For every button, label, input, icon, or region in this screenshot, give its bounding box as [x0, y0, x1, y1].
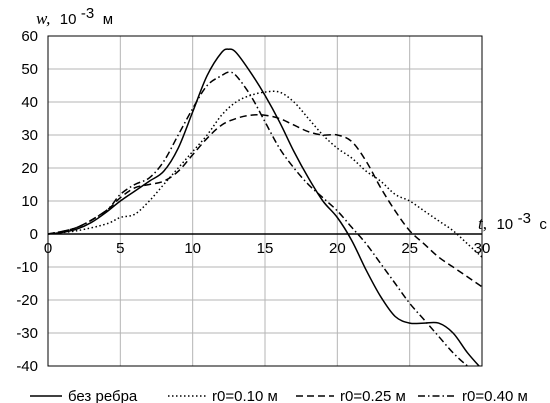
y-axis-unit-suffix: м	[103, 11, 113, 28]
x-tick-label: 25	[401, 240, 418, 257]
y-tick-label: -20	[16, 292, 38, 309]
y-tick-label: 60	[21, 28, 38, 45]
y-axis-unit-base: 10	[60, 11, 77, 28]
x-tick-label: 0	[44, 240, 52, 257]
y-axis-variable: w,	[36, 9, 50, 28]
x-tick-labels: 0 5 10 15 20 25 30	[44, 240, 491, 257]
x-axis-title: t, 10 -3 с	[478, 210, 547, 233]
y-tick-label: 30	[21, 127, 38, 144]
x-tick-label: 30	[474, 240, 491, 257]
y-tick-label: -30	[16, 325, 38, 342]
plot-frame	[47, 35, 483, 367]
x-axis-variable: t,	[478, 214, 487, 233]
x-axis-unit-suffix: с	[539, 216, 547, 233]
legend-label-1: без ребра	[68, 388, 138, 403]
x-tick-label: 20	[329, 240, 346, 257]
legend-label-4: r0=0.40 м	[462, 388, 528, 403]
y-tick-label: 20	[21, 160, 38, 177]
y-tick-label: -40	[16, 358, 38, 375]
x-tick-label: 15	[257, 240, 274, 257]
y-tick-label: 0	[30, 226, 38, 243]
series-layer	[48, 48, 482, 366]
series-line-dashdot	[48, 71, 469, 366]
y-axis-unit-exp: -3	[81, 5, 94, 22]
y-tick-labels: -40 -30 -20 -10 0 10 20 30 40 50 60	[16, 28, 38, 375]
legend-label-3: r0=0.25 м	[340, 388, 406, 403]
legend-label-2: r0=0.10 м	[212, 388, 278, 403]
y-tick-label: 10	[21, 193, 38, 210]
series-line-solid	[48, 48, 481, 366]
legend: без ребра r0=0.10 м r0=0.25 м r0=0.40 м	[30, 388, 528, 403]
x-axis-unit-base: 10	[496, 216, 513, 233]
x-tick-label: 5	[116, 240, 124, 257]
y-tick-label: -10	[16, 259, 38, 276]
y-axis-title: w, 10 -3 м	[36, 5, 113, 28]
x-tick-label: 10	[184, 240, 201, 257]
grid-lines	[47, 35, 483, 367]
y-tick-label: 40	[21, 94, 38, 111]
y-tick-label: 50	[21, 61, 38, 78]
x-axis-unit-exp: -3	[518, 210, 531, 227]
series-line-dashed	[48, 114, 482, 288]
